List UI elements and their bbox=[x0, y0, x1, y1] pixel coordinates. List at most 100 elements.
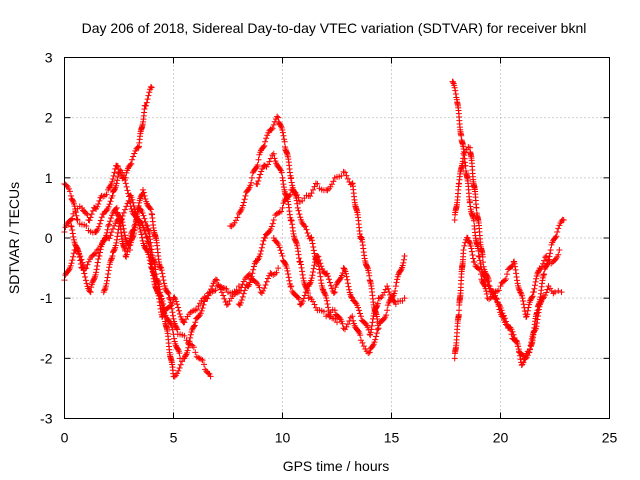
data-point-fill bbox=[367, 329, 374, 336]
data-point-fill bbox=[364, 324, 371, 331]
data-point-fill bbox=[139, 237, 146, 244]
data-point-fill bbox=[299, 298, 306, 305]
data-point-fill bbox=[131, 150, 138, 157]
data-point bbox=[270, 216, 277, 223]
data-point-fill bbox=[171, 373, 178, 380]
data-point-fill bbox=[116, 166, 122, 173]
data-point-fill bbox=[399, 262, 406, 269]
data-point-fill bbox=[283, 265, 290, 272]
data-point-fill bbox=[516, 286, 523, 293]
data-point bbox=[314, 180, 321, 187]
data-point-fill bbox=[240, 199, 247, 206]
data-point-fill bbox=[237, 208, 244, 215]
data-point-fill bbox=[69, 230, 76, 237]
data-point-fill bbox=[137, 195, 144, 202]
data-point bbox=[294, 204, 301, 211]
data-point-fill bbox=[311, 183, 318, 190]
data-point-fill bbox=[321, 289, 328, 296]
data-point-fill bbox=[95, 256, 102, 263]
data-point-fill bbox=[143, 99, 150, 106]
data-point-fill bbox=[355, 304, 362, 311]
y-tick-label: 0 bbox=[45, 230, 53, 246]
data-point-fill bbox=[300, 275, 307, 282]
data-point-fill bbox=[98, 214, 105, 221]
data-point-fill bbox=[306, 280, 313, 287]
data-point bbox=[493, 295, 500, 302]
data-point-fill bbox=[121, 177, 128, 184]
data-point-fill bbox=[386, 288, 393, 295]
data-point-fill bbox=[86, 288, 93, 295]
data-point-fill bbox=[115, 226, 122, 233]
data-point-fill bbox=[168, 305, 175, 312]
data-point bbox=[392, 283, 399, 290]
data-point-fill bbox=[261, 285, 268, 292]
data-point-fill bbox=[147, 260, 154, 267]
data-point-fill bbox=[105, 270, 112, 277]
data-point bbox=[554, 228, 561, 235]
data-point-fill bbox=[119, 219, 126, 226]
data-point-fill bbox=[70, 250, 77, 257]
data-point-fill bbox=[144, 96, 151, 103]
data-point-fill bbox=[176, 364, 183, 371]
data-point-fill bbox=[278, 250, 285, 257]
data-point-fill bbox=[318, 263, 325, 270]
data-point-fill bbox=[264, 275, 271, 282]
data-point-fill bbox=[128, 160, 135, 167]
data-point-fill bbox=[263, 135, 270, 142]
data-point-fill bbox=[308, 234, 315, 241]
data-point-fill bbox=[195, 313, 202, 320]
data-point-fill bbox=[310, 243, 317, 250]
data-point-fill bbox=[324, 300, 331, 307]
data-point bbox=[340, 168, 347, 175]
data-point-fill bbox=[515, 343, 522, 350]
data-point-fill bbox=[161, 280, 168, 287]
data-point-fill bbox=[319, 286, 326, 293]
data-point bbox=[139, 186, 146, 193]
data-point-fill bbox=[73, 216, 80, 223]
data-point-fill bbox=[310, 247, 317, 254]
series-arc-7 bbox=[235, 168, 382, 332]
data-point bbox=[68, 222, 75, 229]
data-point bbox=[275, 114, 282, 121]
data-point-fill bbox=[294, 191, 301, 198]
x-axis-label: GPS time / hours bbox=[283, 458, 390, 474]
data-point-fill bbox=[66, 188, 73, 195]
data-point-fill bbox=[373, 330, 380, 337]
data-point-fill bbox=[524, 307, 531, 314]
data-point-fill bbox=[264, 161, 271, 168]
data-point-fill bbox=[121, 232, 128, 239]
data-point-fill bbox=[252, 278, 259, 285]
data-point-fill bbox=[104, 277, 111, 284]
data-point-fill bbox=[137, 206, 144, 213]
data-point-fill bbox=[347, 314, 354, 321]
data-point-fill bbox=[276, 209, 283, 216]
data-point-fill bbox=[259, 241, 266, 248]
data-point-fill bbox=[91, 250, 98, 257]
data-point-fill bbox=[260, 287, 267, 294]
data-point-fill bbox=[143, 222, 150, 229]
data-point-fill bbox=[350, 317, 357, 324]
data-point-fill bbox=[400, 259, 407, 266]
chart-title: Day 206 of 2018, Sidereal Day-to-day VTE… bbox=[82, 20, 587, 36]
data-point-fill bbox=[239, 202, 246, 209]
data-point-fill bbox=[200, 301, 207, 308]
data-point-fill bbox=[501, 315, 508, 322]
data-point-fill bbox=[248, 179, 255, 186]
data-point-fill bbox=[325, 273, 332, 280]
data-point-fill bbox=[269, 152, 276, 159]
data-point-fill bbox=[519, 295, 526, 302]
data-point-fill bbox=[123, 183, 130, 190]
data-point-fill bbox=[245, 272, 252, 279]
data-point-fill bbox=[298, 264, 305, 271]
data-point-fill bbox=[532, 278, 539, 285]
data-point-fill bbox=[89, 279, 96, 286]
data-point bbox=[331, 289, 338, 296]
data-point-fill bbox=[368, 326, 375, 333]
data-point-fill bbox=[373, 333, 380, 340]
data-point-fill bbox=[483, 288, 490, 295]
data-point-fill bbox=[82, 273, 89, 280]
data-point-fill bbox=[344, 175, 351, 182]
data-point-fill bbox=[484, 273, 491, 280]
data-point-fill bbox=[527, 345, 534, 352]
data-point-fill bbox=[85, 258, 92, 265]
